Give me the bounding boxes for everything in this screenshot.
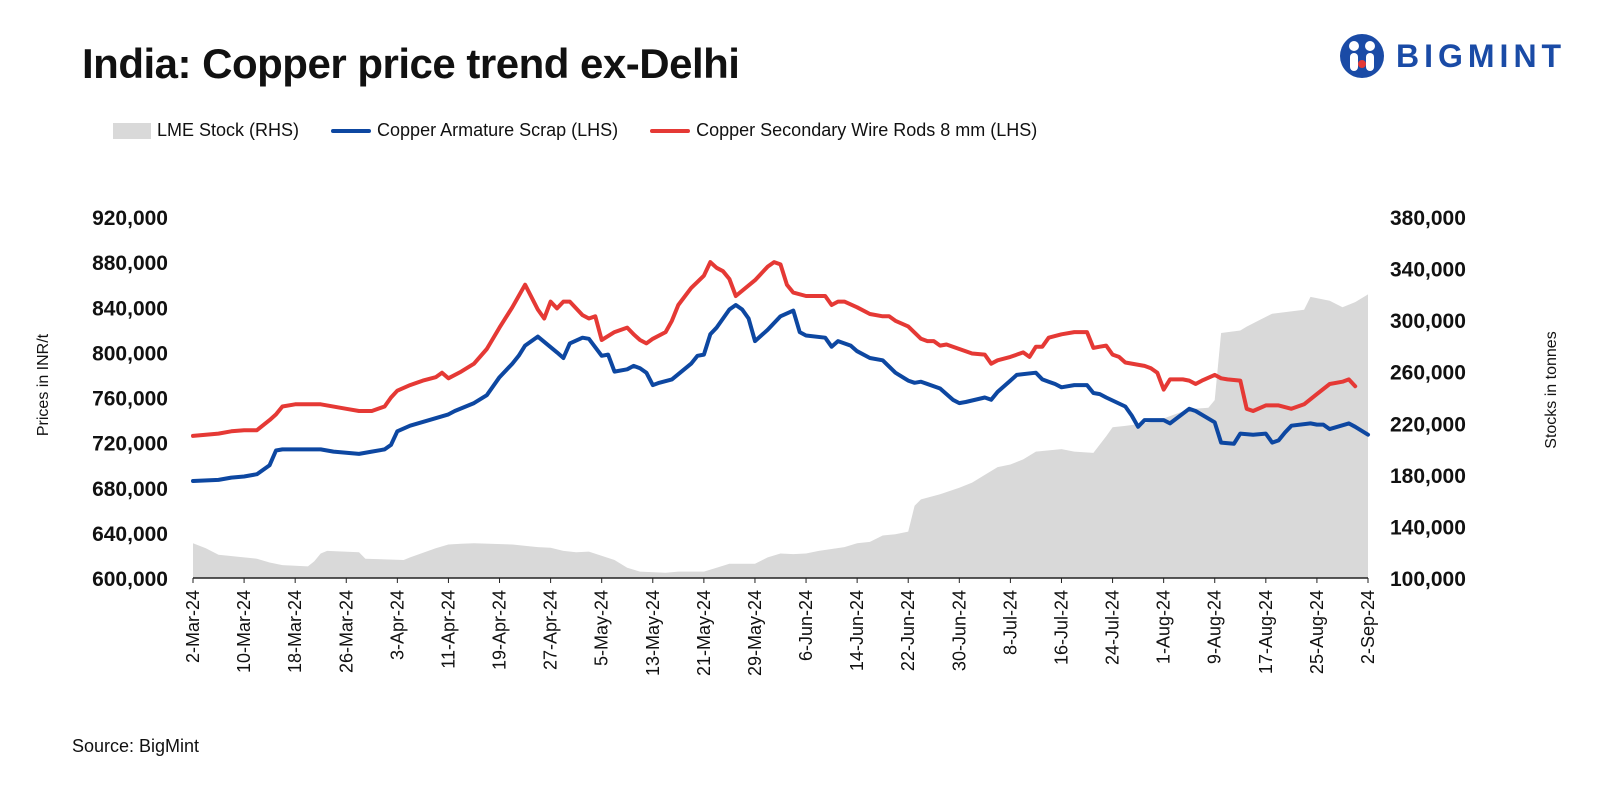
x-tick-label: 27-Apr-24 (541, 590, 561, 670)
x-tick-label: 5-May-24 (592, 590, 612, 666)
y-tick-label-right: 220,000 (1390, 413, 1466, 436)
x-tick-label: 24-Jul-24 (1103, 590, 1123, 665)
legend-swatch-area (113, 122, 151, 139)
x-tick-label: 22-Jun-24 (898, 590, 918, 671)
x-tick-label: 2-Sep-24 (1358, 590, 1378, 664)
chart-title: India: Copper price trend ex-Delhi (82, 40, 740, 87)
legend-swatch-line (331, 128, 372, 133)
x-tick-label: 18-Mar-24 (285, 590, 305, 673)
x-tick-label: 11-Apr-24 (438, 590, 458, 669)
bigmint-people-icon (1340, 34, 1384, 78)
x-tick-label: 6-Jun-24 (796, 590, 816, 661)
y-tick-label-left: 680,000 (92, 478, 168, 501)
x-tick-label: 2-Mar-24 (183, 590, 203, 663)
y-tick-label-right: 180,000 (1390, 465, 1466, 488)
legend-swatch-line (650, 128, 691, 133)
x-tick-label: 21-May-24 (694, 590, 714, 676)
y-tick-label-right: 100,000 (1390, 568, 1466, 591)
x-tick-label: 8-Jul-24 (1000, 590, 1020, 655)
legend-label: LME Stock (RHS) (157, 120, 300, 140)
legend-label: Copper Secondary Wire Rods 8 mm (LHS) (696, 120, 1038, 140)
x-tick-label: 29-May-24 (745, 590, 765, 676)
y-tick-label-left: 840,000 (92, 297, 168, 320)
brand-logo: BIGMINT (1338, 28, 1578, 84)
x-tick-label: 17-Aug-24 (1256, 590, 1276, 674)
axis-layer: 600,000 640,000 680,000 720,000 760,000 800,0… (92, 207, 1466, 676)
y-tick-label-left: 800,000 (92, 342, 168, 365)
series-line-armature-scrap (191, 303, 1370, 483)
x-tick-label: 16-Jul-24 (1052, 590, 1072, 665)
x-tick-label: 1-Aug-24 (1154, 590, 1174, 664)
x-tick-label: 30-Jun-24 (949, 590, 969, 671)
legend-item-armature-scrap: Copper Armature Scrap (LHS) (331, 120, 618, 141)
legend-label: Copper Armature Scrap (LHS) (377, 120, 619, 140)
source-note: Source: BigMint (72, 736, 200, 756)
brand-name: BIGMINT (1396, 37, 1567, 74)
x-tick-label: 19-Apr-24 (490, 590, 510, 670)
y-tick-label-right: 300,000 (1390, 310, 1466, 333)
series-line-wire-rods (191, 260, 1358, 438)
chart-legend: LME Stock (RHS) Copper Armature Scrap (L… (113, 120, 1069, 141)
y-tick-label-left: 720,000 (92, 433, 168, 456)
line-layer (191, 260, 1370, 483)
y-tick-label-left: 760,000 (92, 388, 168, 411)
y-tick-label-left: 600,000 (92, 568, 168, 591)
legend-item-wire-rods: Copper Secondary Wire Rods 8 mm (LHS) (650, 120, 1037, 141)
x-tick-label: 3-Apr-24 (387, 590, 407, 660)
y-axis-label-left: Prices in INR/t (35, 333, 52, 436)
y-tick-label-left: 880,000 (92, 252, 168, 275)
y-tick-label-right: 140,000 (1390, 516, 1466, 539)
y-axis-label-right: Stocks in tonnes (1543, 331, 1560, 448)
y-tick-label-left: 640,000 (92, 523, 168, 546)
x-tick-label: 9-Aug-24 (1205, 590, 1225, 664)
y-tick-label-right: 380,000 (1390, 207, 1466, 230)
series-area-lme-stock (193, 294, 1368, 578)
y-tick-label-right: 260,000 (1390, 362, 1466, 385)
x-tick-label: 26-Mar-24 (336, 590, 356, 673)
area-layer (193, 294, 1368, 578)
x-tick-label: 10-Mar-24 (234, 590, 254, 673)
x-tick-label: 25-Aug-24 (1307, 590, 1327, 674)
y-tick-label-right: 340,000 (1390, 259, 1466, 282)
x-tick-label: 13-May-24 (643, 590, 663, 676)
y-tick-label-left: 920,000 (92, 207, 168, 230)
legend-item-lme-stock: LME Stock (RHS) (113, 120, 299, 141)
x-tick-label: 14-Jun-24 (847, 590, 867, 671)
